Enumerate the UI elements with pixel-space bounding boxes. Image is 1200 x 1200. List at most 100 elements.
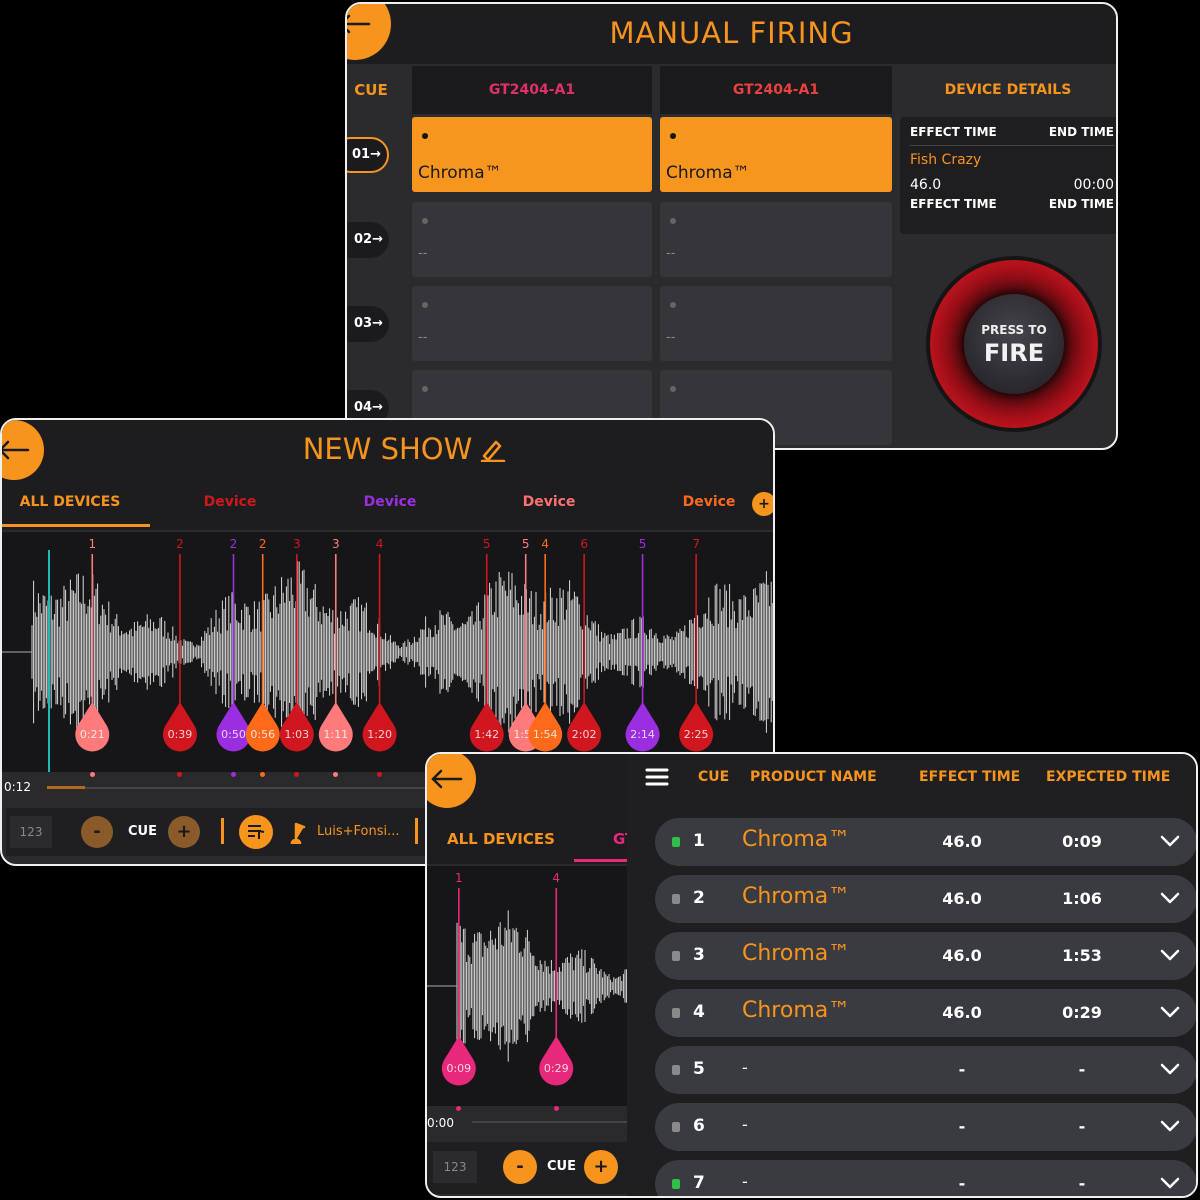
marker-cue-label: 5: [522, 537, 530, 551]
marker-dot: [177, 772, 183, 777]
expand-chevron-path: [1160, 1063, 1180, 1075]
marker-drop: [162, 702, 197, 752]
row-effect-time: -: [958, 1060, 966, 1079]
row-product: Chroma™: [742, 827, 851, 852]
back-button[interactable]: [2, 420, 44, 480]
expand-chevron[interactable]: [1158, 889, 1182, 909]
marker-time-label: 1:11: [323, 728, 348, 741]
expand-chevron-svg: [1160, 835, 1180, 847]
cue-row[interactable]: 7 - - -: [655, 1160, 1196, 1196]
marker-cue-label: 3: [332, 537, 340, 551]
marker-cue-label: 3: [293, 537, 301, 551]
cue-header: CUE: [354, 81, 388, 99]
cue-cell[interactable]: --: [412, 286, 652, 361]
row-cue: 3: [693, 945, 705, 965]
cell-dot: [422, 218, 428, 224]
menu-icon[interactable]: [645, 766, 669, 788]
row-effect-time: 46.0: [942, 889, 982, 908]
round-button[interactable]: -: [503, 1150, 537, 1184]
round-button[interactable]: -: [81, 816, 113, 848]
marker-time-label: 2:02: [572, 728, 597, 741]
column-header: PRODUCT NAME: [750, 769, 877, 785]
round-button[interactable]: +: [168, 816, 200, 848]
round-button[interactable]: +: [584, 1150, 618, 1184]
cue-cell[interactable]: Chroma™: [660, 117, 892, 192]
marker-cue-label: 5: [483, 537, 491, 551]
marker-time-label: 0:56: [250, 728, 275, 741]
expand-chevron-path: [1160, 949, 1180, 961]
expand-chevron[interactable]: [1158, 1060, 1182, 1080]
cue-button[interactable]: 03→: [347, 306, 389, 342]
marker-dot: [553, 1106, 559, 1111]
expand-chevron[interactable]: [1158, 1117, 1182, 1137]
device-tab[interactable]: ALL DEVICES: [447, 830, 555, 848]
row-effect-time: -: [958, 1117, 966, 1136]
marker-cue-label: 2: [176, 537, 184, 551]
cue-number: 123: [10, 816, 52, 848]
cue-button[interactable]: 02→: [347, 222, 389, 258]
track-name[interactable]: Luis+Fonsi...: [317, 824, 400, 839]
cue-row[interactable]: 6 - - -: [655, 1103, 1196, 1151]
cue-row[interactable]: 3 Chroma™ 46.0 1:53: [655, 932, 1196, 980]
device-tab[interactable]: Device: [522, 494, 576, 510]
detail-label: END TIME: [1048, 125, 1114, 139]
expand-chevron[interactable]: [1158, 1003, 1182, 1023]
tab-underline: [574, 859, 627, 862]
expand-chevron-svg: [1160, 1063, 1180, 1075]
menu-icon-path: [645, 768, 669, 786]
cue-cell[interactable]: Chroma™: [412, 117, 652, 192]
marker-time-label: 0:50: [221, 728, 246, 741]
cue-row[interactable]: 1 Chroma™ 46.0 0:09: [655, 818, 1196, 866]
expand-chevron[interactable]: [1158, 946, 1182, 966]
row-expected-time: 1:53: [1062, 946, 1102, 965]
menu-icon-svg: [645, 768, 669, 786]
current-time: 0:12: [4, 780, 31, 794]
manual-firing-screen: MANUAL FIRING CUE GT2404-A1 GT2404-A1 DEVICE…: [345, 2, 1118, 450]
device-tab[interactable]: ALL DEVICES: [19, 494, 121, 510]
marker-time-label: 0:29: [544, 1062, 569, 1075]
add-tab-button[interactable]: +: [752, 492, 773, 516]
fire-button[interactable]: PRESS TO FIRE: [964, 294, 1064, 394]
waveform-area: 1 0:21 2 0:39 2 0:50 2 0:56 3 1:03 3 1:11 4 1:20 5 1:42…: [2, 532, 773, 772]
cell-dot: [670, 133, 676, 139]
cue-row[interactable]: 4 Chroma™ 46.0 0:29: [655, 989, 1196, 1037]
marker-dot: [377, 772, 383, 777]
column-header: EXPECTED TIME: [1046, 769, 1171, 785]
playlist-icon-path: [248, 825, 265, 839]
expand-chevron[interactable]: [1158, 1174, 1182, 1194]
status-icon: [672, 1065, 680, 1075]
cue-button[interactable]: 01→: [347, 137, 389, 173]
playlist-button[interactable]: [239, 815, 273, 849]
detail-product: Fish Crazy: [910, 152, 982, 168]
expand-chevron-svg: [1160, 1120, 1180, 1132]
cue-cell[interactable]: --: [412, 202, 652, 277]
marker-time-label: 1:42: [474, 728, 499, 741]
expand-chevron[interactable]: [1158, 832, 1182, 852]
cue-cell[interactable]: --: [660, 202, 892, 277]
back-button[interactable]: [427, 754, 476, 808]
cue-row[interactable]: 5 - - -: [655, 1046, 1196, 1094]
playlist-icon: [248, 825, 265, 839]
divider: [910, 145, 1114, 146]
device-tab[interactable]: Device: [682, 494, 736, 510]
fire-label: FIRE: [983, 339, 1045, 367]
status-icon: [672, 951, 680, 961]
marker-cue-label: 7: [692, 537, 700, 551]
back-button[interactable]: [347, 4, 391, 60]
marker-drop: [279, 702, 314, 752]
edit-icon[interactable]: [480, 436, 506, 462]
marker-cue-label: 1: [455, 871, 463, 885]
cue-cell[interactable]: --: [660, 286, 892, 361]
device-tab[interactable]: Device: [363, 494, 417, 510]
column-header: GT2404-A1: [660, 66, 892, 114]
detail-label: EFFECT TIME: [910, 125, 997, 139]
cue-row[interactable]: 2 Chroma™ 46.0 1:06: [655, 875, 1196, 923]
detail-label: END TIME: [1048, 197, 1114, 211]
marker-cue-label: 4: [541, 537, 549, 551]
header-bar: [347, 4, 1116, 64]
device-tab[interactable]: Device: [203, 494, 257, 510]
cue-sheet-screen: ALL DEVICES GT 1 0:09 4 0:29 0:00 123- CUE + CUE PR…: [425, 752, 1198, 1198]
marker-drop: [216, 702, 251, 752]
row-expected-time: -: [1078, 1060, 1086, 1079]
